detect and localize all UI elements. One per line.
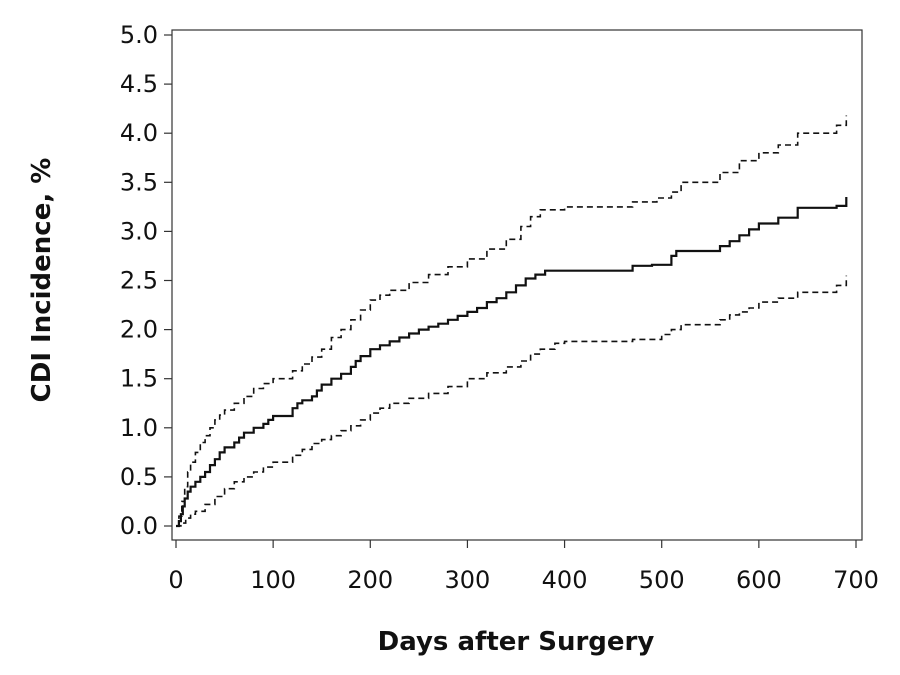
x-tick-label: 200 — [347, 566, 393, 594]
plot-frame — [171, 29, 863, 541]
y-tick-label: 2.0 — [120, 316, 158, 344]
y-tick-label: 1.5 — [120, 365, 158, 393]
estimate-line — [176, 197, 848, 528]
x-tick-label: 100 — [250, 566, 296, 594]
y-tick-label: 0.5 — [120, 463, 158, 491]
x-tick-label: 0 — [168, 566, 183, 594]
y-tick-label: 4.5 — [120, 70, 158, 98]
x-axis-title: Days after Surgery — [378, 627, 655, 657]
y-axis-title: CDI Incidence, % — [27, 158, 57, 403]
series-lines — [176, 115, 848, 528]
y-tick-label: 1.0 — [120, 414, 158, 442]
y-tick-label: 5.0 — [120, 21, 158, 49]
x-tick-label: 700 — [833, 566, 879, 594]
x-tick-label: 400 — [542, 566, 588, 594]
x-tick-label: 500 — [639, 566, 685, 594]
y-tick-label: 3.0 — [120, 217, 158, 245]
y-tick-label: 4.0 — [120, 119, 158, 147]
y-tick-label: 0.0 — [120, 512, 158, 540]
y-tick-label: 3.5 — [120, 168, 158, 196]
y-tick-label: 2.5 — [120, 267, 158, 295]
upper-ci-line — [176, 115, 848, 527]
lower-ci-line — [176, 275, 848, 527]
tick-labels: 0 100 200 300 400 500 600 700 0.0 0.5 1.0 1.5 2.0 2.5… — [120, 21, 879, 594]
x-tick-label: 600 — [736, 566, 782, 594]
x-tick-label: 300 — [445, 566, 491, 594]
axes — [164, 29, 863, 548]
